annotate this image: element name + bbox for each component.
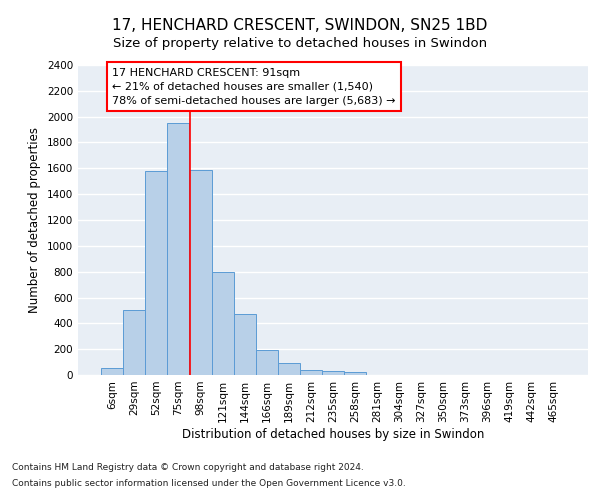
Text: 17, HENCHARD CRESCENT, SWINDON, SN25 1BD: 17, HENCHARD CRESCENT, SWINDON, SN25 1BD [112,18,488,32]
Bar [212,272,233,375]
Bar [322,371,344,375]
Bar [256,350,278,375]
Text: Size of property relative to detached houses in Swindon: Size of property relative to detached ho… [113,38,487,51]
Bar [167,123,190,375]
Bar [344,372,366,375]
Bar [101,368,123,375]
Bar [190,170,212,375]
Bar [123,310,145,375]
Text: Contains HM Land Registry data © Crown copyright and database right 2024.: Contains HM Land Registry data © Crown c… [12,464,364,472]
Bar [300,370,322,375]
Bar [233,314,256,375]
Bar [145,171,167,375]
X-axis label: Distribution of detached houses by size in Swindon: Distribution of detached houses by size … [182,428,484,440]
Y-axis label: Number of detached properties: Number of detached properties [28,127,41,313]
Bar [278,364,300,375]
Text: 17 HENCHARD CRESCENT: 91sqm
← 21% of detached houses are smaller (1,540)
78% of : 17 HENCHARD CRESCENT: 91sqm ← 21% of det… [112,68,396,106]
Text: Contains public sector information licensed under the Open Government Licence v3: Contains public sector information licen… [12,478,406,488]
